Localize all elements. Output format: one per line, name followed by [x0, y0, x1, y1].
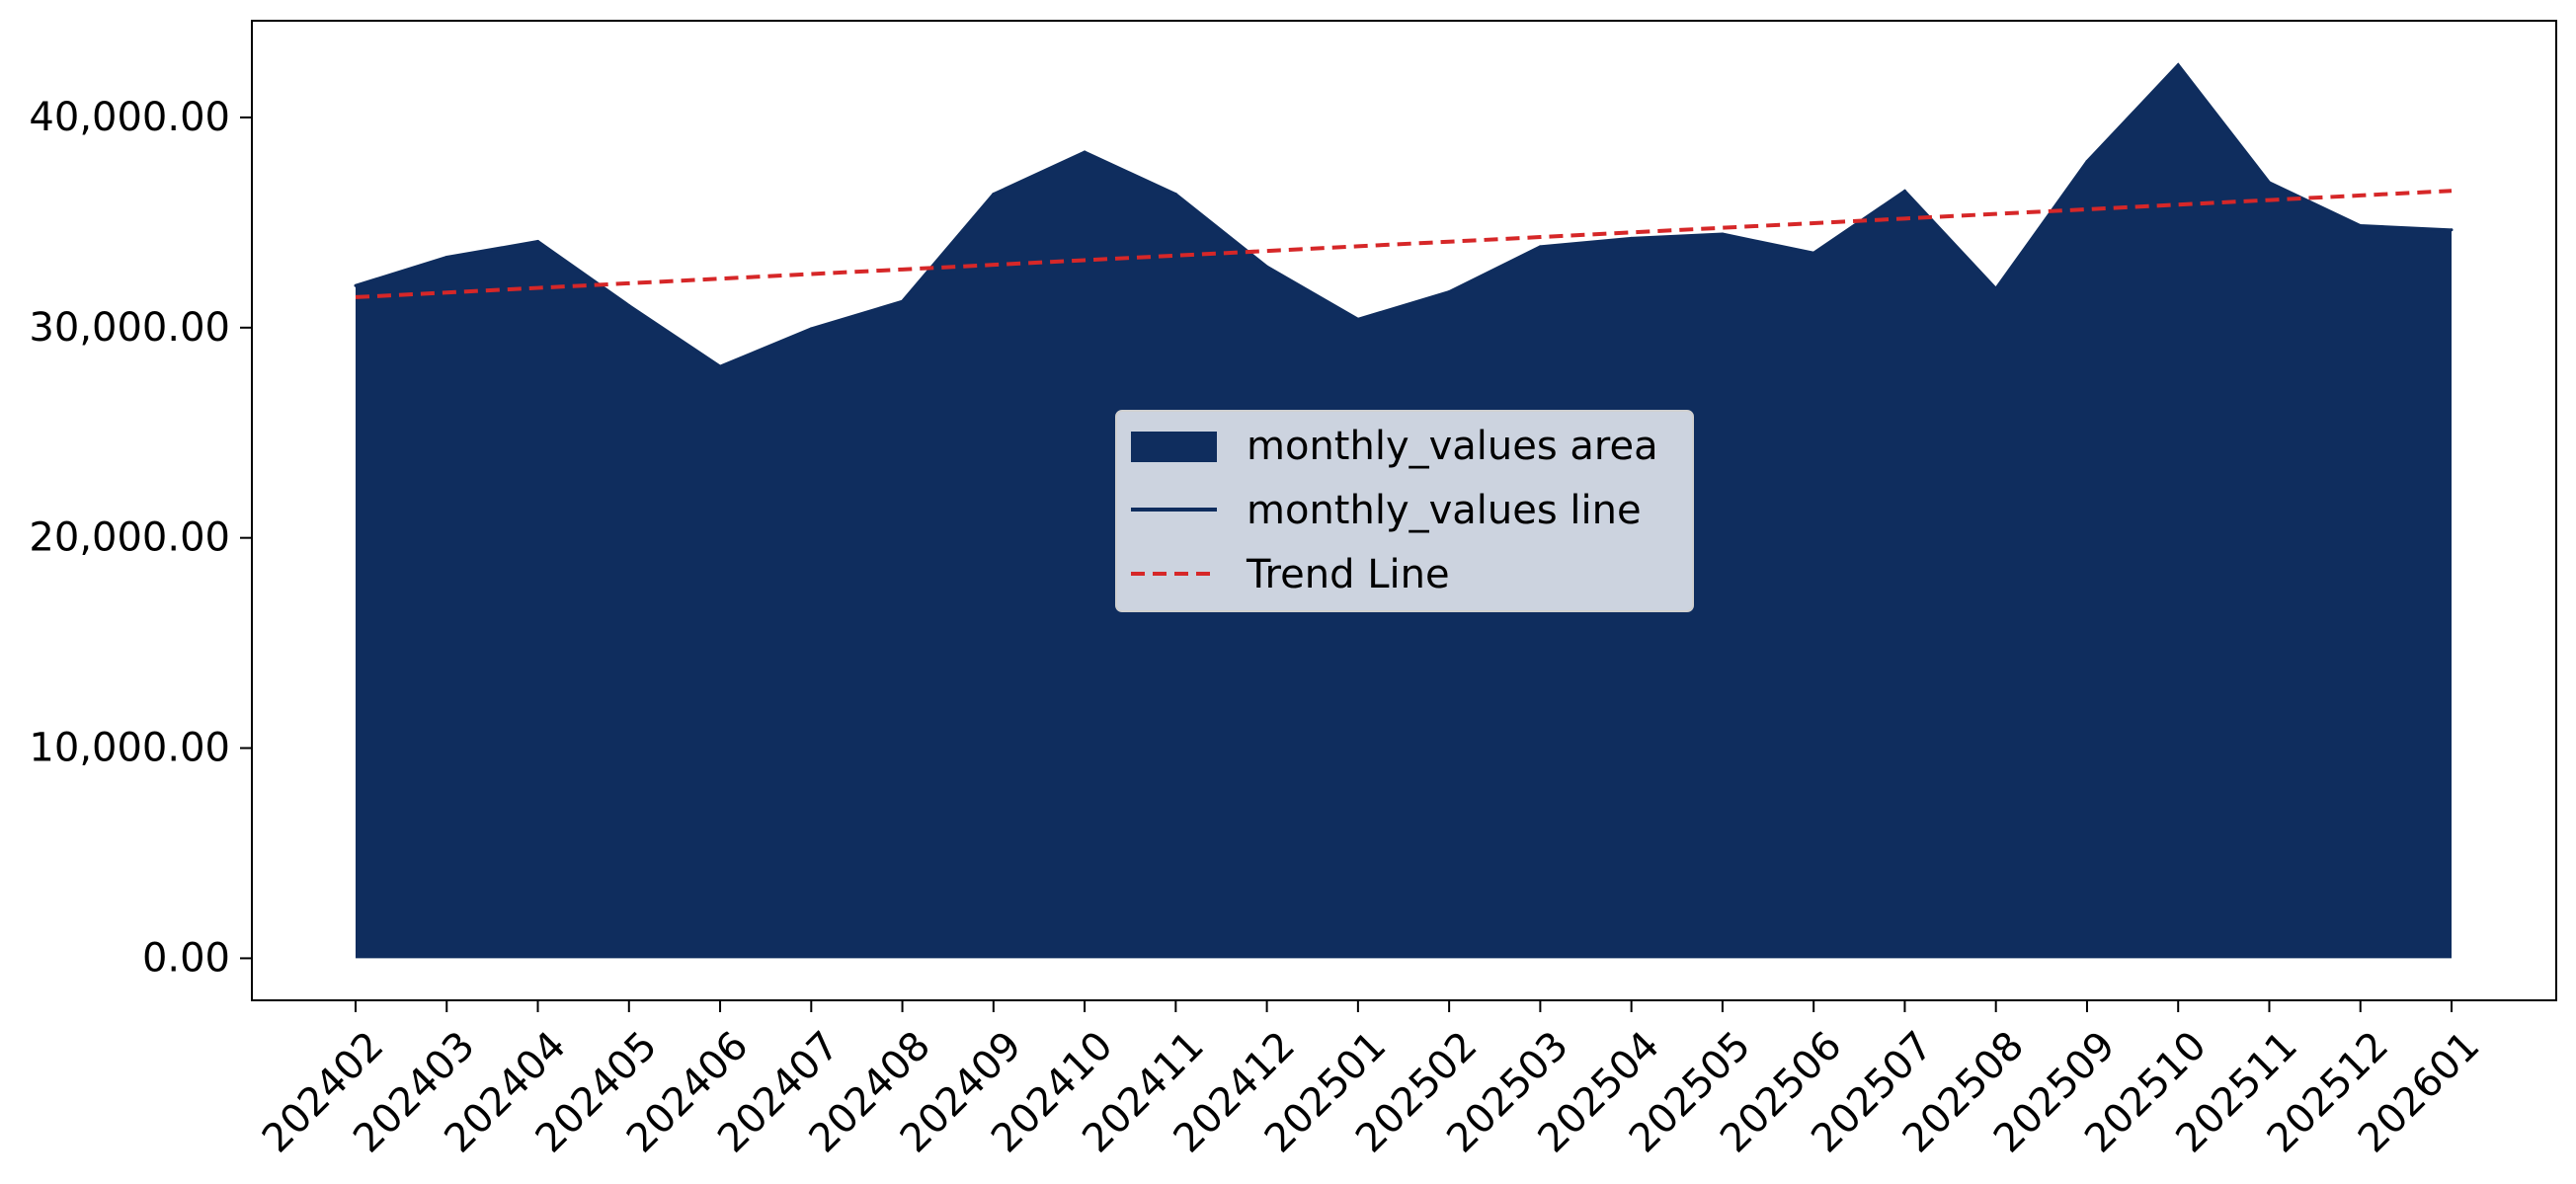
trend-line	[355, 189, 2453, 299]
y-tick-label: 10,000.00	[29, 726, 230, 771]
data-point	[1994, 286, 1998, 290]
data-point	[2176, 63, 2180, 67]
data-point	[1356, 317, 1360, 321]
data-point	[2359, 224, 2363, 228]
data-point	[1447, 290, 1451, 294]
data-point	[536, 240, 540, 244]
legend-label-line: monthly_values line	[1247, 488, 1642, 533]
data-point	[2267, 181, 2271, 185]
data-point	[1083, 150, 1087, 154]
data-point	[1538, 245, 1542, 249]
legend: monthly_values area monthly_values line …	[1115, 410, 1694, 612]
plot-frame	[251, 20, 2557, 1001]
data-point	[992, 193, 996, 197]
y-axis: 0.00 10,000.00 20,000.00 30,000.00 40,000.00	[29, 95, 252, 981]
data-point	[2085, 160, 2089, 164]
data-point	[901, 299, 905, 303]
y-tick-label: 20,000.00	[29, 515, 230, 561]
legend-label-trend: Trend Line	[1246, 552, 1450, 597]
data-point	[809, 327, 813, 331]
series-line	[355, 62, 2453, 368]
data-point	[354, 283, 358, 287]
data-point	[444, 255, 448, 259]
legend-swatch-area	[1131, 432, 1217, 462]
legend-box	[1115, 410, 1694, 612]
y-tick-label: 30,000.00	[29, 305, 230, 351]
data-point	[1630, 236, 1634, 240]
legend-label-area: monthly_values area	[1247, 424, 1658, 469]
data-point	[2450, 228, 2454, 232]
data-point	[1811, 251, 1815, 255]
data-point	[1721, 232, 1725, 236]
data-point	[627, 303, 631, 307]
y-tick-label: 40,000.00	[29, 95, 230, 140]
y-tick-label: 0.00	[142, 935, 230, 981]
data-point	[1265, 265, 1269, 269]
data-point	[1902, 189, 1906, 193]
data-point	[718, 364, 722, 368]
data-point	[1173, 193, 1177, 197]
